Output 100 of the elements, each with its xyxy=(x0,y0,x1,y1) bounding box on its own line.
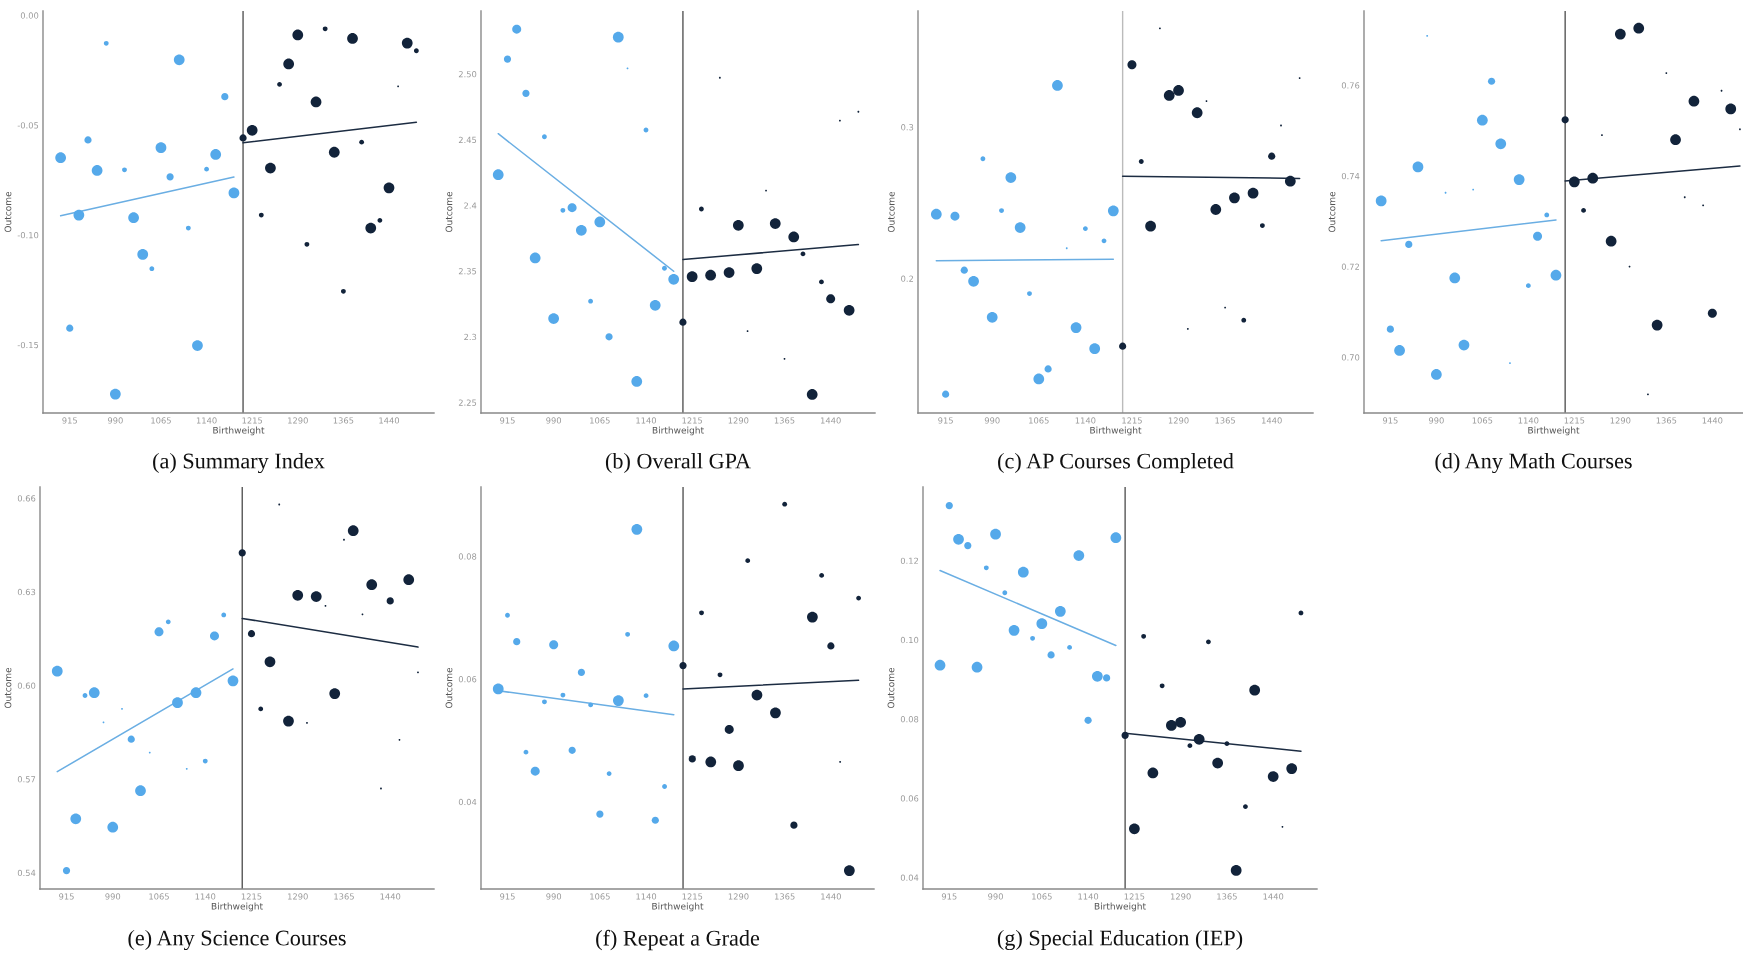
point xyxy=(745,558,751,564)
x-tick-label: 915 xyxy=(500,417,515,424)
point xyxy=(1375,195,1387,207)
x-tick-label: 915 xyxy=(938,417,953,424)
point xyxy=(631,376,643,387)
point xyxy=(503,55,512,63)
x-tick-label: 915 xyxy=(1382,417,1398,424)
y-axis-title: Outcome xyxy=(887,191,895,233)
point xyxy=(1175,716,1187,728)
y-tick-label: 0.66 xyxy=(17,495,36,502)
x-tick-label: 1140 xyxy=(196,417,217,424)
point xyxy=(986,311,998,323)
point xyxy=(73,209,85,221)
point xyxy=(827,642,835,650)
x-tick-label: 1365 xyxy=(774,417,795,424)
point xyxy=(247,630,256,638)
x-tick-label: 1440 xyxy=(380,893,401,900)
point xyxy=(109,388,121,400)
x-tick-label: 1440 xyxy=(821,893,841,900)
y-axis-title: Outcome xyxy=(445,191,453,233)
point xyxy=(1561,116,1569,124)
point xyxy=(154,627,164,637)
point xyxy=(1487,77,1496,85)
x-tick-label: 1290 xyxy=(728,417,749,424)
x-tick-label: 990 xyxy=(546,893,562,900)
y-axis-title: Outcome xyxy=(4,667,12,709)
point xyxy=(239,134,247,142)
x-tick-label: 1290 xyxy=(1168,417,1189,424)
point xyxy=(548,313,560,324)
point xyxy=(651,816,659,824)
x-tick-label: 1290 xyxy=(288,417,308,424)
y-tick-label: -0.05 xyxy=(17,122,39,129)
point xyxy=(724,724,734,734)
point xyxy=(606,771,612,777)
point xyxy=(1008,624,1020,636)
point xyxy=(782,501,788,507)
y-tick-label: 0.76 xyxy=(1341,82,1360,89)
y-tick-label: 0.60 xyxy=(17,682,36,689)
y-tick-label: 0.00 xyxy=(20,12,39,19)
y-tick-label: 0.10 xyxy=(900,636,919,644)
point xyxy=(1166,720,1177,731)
x-tick-label: 1140 xyxy=(1078,893,1099,900)
point xyxy=(1550,269,1562,281)
x-axis-title: Birthweight xyxy=(213,426,265,436)
point xyxy=(492,169,504,181)
point xyxy=(347,33,358,44)
y-tick-label: 0.06 xyxy=(458,676,477,683)
point xyxy=(55,152,67,164)
x-tick-label: 1365 xyxy=(1656,417,1677,424)
point xyxy=(1036,618,1048,630)
y-tick-label: 0.63 xyxy=(17,588,36,596)
point xyxy=(238,549,246,557)
x-tick-label: 1140 xyxy=(1518,417,1539,424)
x-tick-label: 1215 xyxy=(1124,893,1145,900)
x-tick-label: 1365 xyxy=(334,893,354,900)
y-tick-label: 0.12 xyxy=(900,557,918,564)
point xyxy=(192,340,203,351)
x-tick-label: 915 xyxy=(59,893,74,900)
x-tick-label: 1440 xyxy=(820,417,841,424)
point xyxy=(1430,369,1442,380)
text: (e) Any Science Courses xyxy=(128,929,346,951)
point xyxy=(209,631,219,641)
x-tick-label: 990 xyxy=(546,417,562,424)
point xyxy=(568,746,576,754)
x-tick-label: 1065 xyxy=(151,417,171,424)
y-tick-label: 0.57 xyxy=(17,776,36,783)
x-tick-label: 1215 xyxy=(242,417,263,424)
x-tick-label: 915 xyxy=(62,417,77,424)
point xyxy=(1249,684,1261,696)
point xyxy=(522,89,530,97)
point xyxy=(1107,205,1119,217)
x-tick-label: 990 xyxy=(984,417,1000,424)
point xyxy=(530,766,540,776)
x-tick-label: 1215 xyxy=(682,417,703,424)
point xyxy=(1513,174,1525,185)
point xyxy=(1089,343,1101,355)
point xyxy=(950,211,960,221)
x-tick-label: 1140 xyxy=(636,893,657,900)
x-tick-label: 1065 xyxy=(149,893,169,900)
x-axis-title: Birthweight xyxy=(652,426,704,436)
point xyxy=(1138,159,1144,164)
point xyxy=(1147,767,1159,779)
point xyxy=(826,294,836,304)
x-tick-label: 1440 xyxy=(1702,417,1723,424)
point xyxy=(588,702,594,708)
x-tick-label: 990 xyxy=(1428,417,1444,424)
point xyxy=(1412,161,1424,173)
x-tick-label: 1065 xyxy=(1032,893,1052,900)
text: (g) Special Education (IEP) xyxy=(997,929,1243,951)
point xyxy=(953,533,964,545)
text: (d) Any Math Courses xyxy=(1435,452,1632,474)
point xyxy=(971,661,983,673)
x-tick-label: 990 xyxy=(107,417,123,424)
point xyxy=(1267,771,1279,782)
point xyxy=(717,672,723,678)
point xyxy=(625,631,631,637)
point xyxy=(594,216,606,228)
x-tick-label: 1365 xyxy=(774,893,795,900)
y-tick-label: -0.10 xyxy=(17,232,39,239)
point xyxy=(990,528,1001,540)
